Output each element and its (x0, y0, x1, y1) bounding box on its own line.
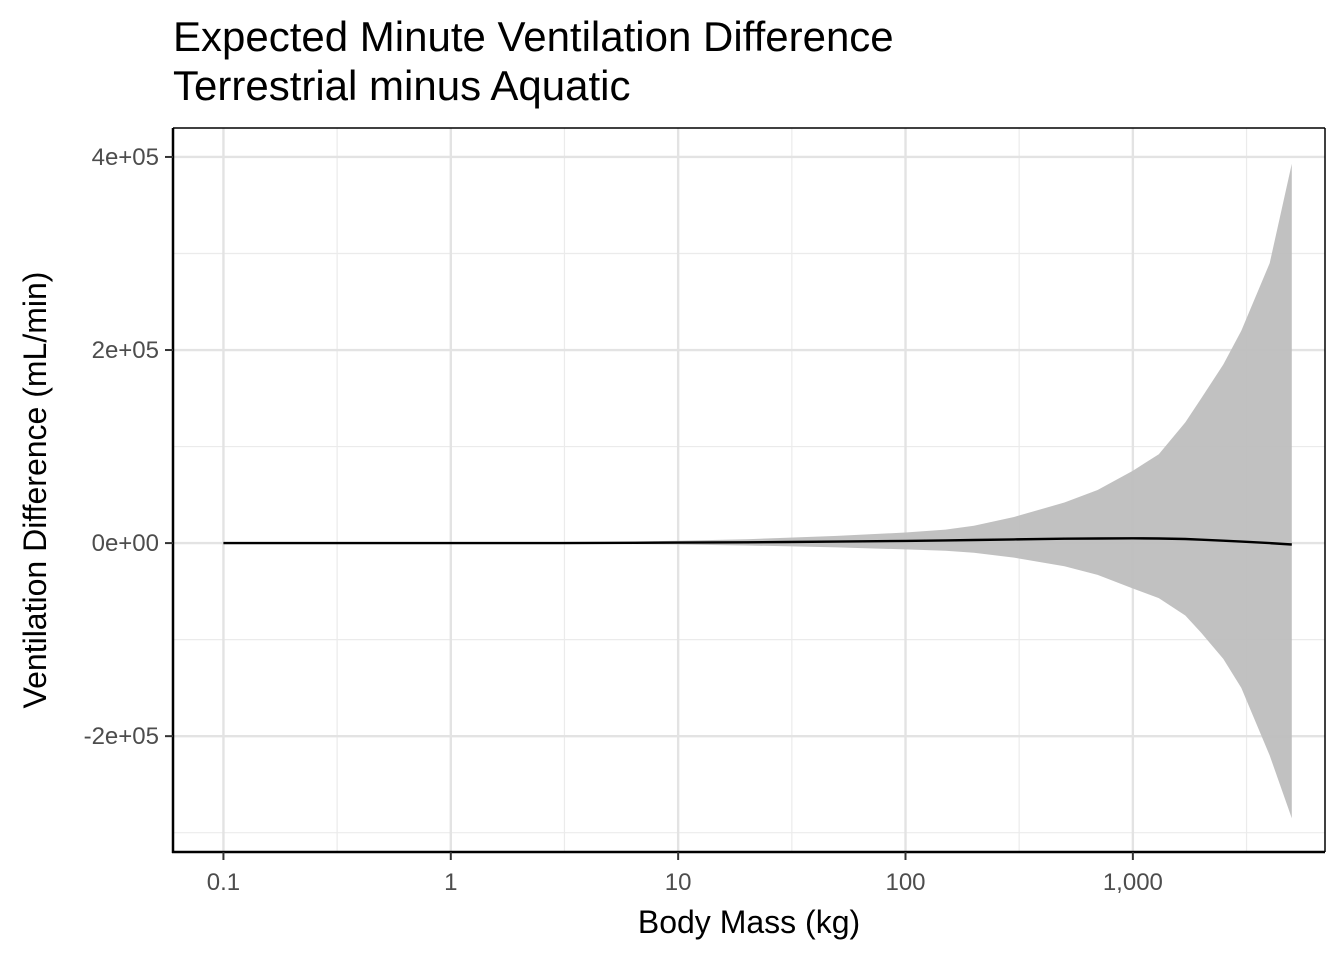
y-tick-label: 0e+00 (92, 530, 159, 557)
y-tick-label: 2e+05 (92, 337, 159, 364)
y-tick-label: -2e+05 (84, 723, 159, 750)
confidence-ribbon (223, 163, 1292, 819)
difference-line (223, 537, 1292, 546)
x-tick-label: 100 (885, 869, 925, 896)
x-tick-label: 1 (444, 869, 457, 896)
x-tick-label: 10 (665, 869, 692, 896)
chart-title-line-1: Expected Minute Ventilation Difference (173, 13, 894, 60)
x-tick-label: 0.1 (207, 869, 240, 896)
y-axis-title: Ventilation Difference (mL/min) (17, 272, 53, 709)
x-axis-title: Body Mass (kg) (638, 904, 860, 940)
x-tick-label: 1,000 (1103, 869, 1163, 896)
chart-title-line-2: Terrestrial minus Aquatic (173, 62, 631, 109)
y-tick-label: 4e+05 (92, 144, 159, 171)
